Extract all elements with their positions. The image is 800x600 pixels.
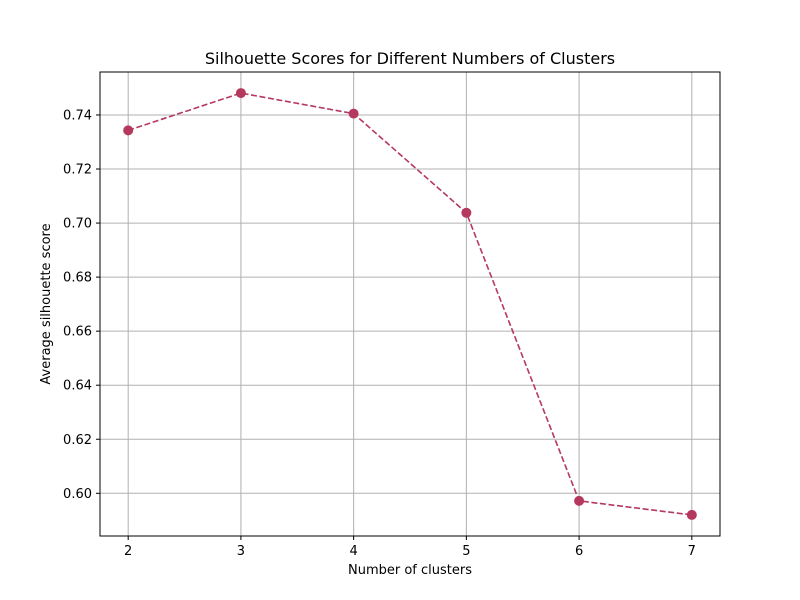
x-tick-label: 4	[349, 544, 357, 559]
plot-area-frame	[99, 71, 721, 537]
x-tick-label: 7	[688, 544, 696, 559]
y-axis-title: Average silhouette score	[39, 223, 54, 384]
grid-lines	[100, 72, 720, 536]
chart-title: Silhouette Scores for Different Numbers …	[205, 49, 615, 68]
y-tick-label: 0.66	[63, 325, 92, 340]
data-point-marker	[235, 88, 246, 99]
data-point-marker	[574, 495, 585, 506]
data-point-marker	[461, 207, 472, 218]
y-tick-label: 0.62	[63, 433, 92, 448]
y-tick-label: 0.70	[63, 217, 92, 232]
x-tick-label: 6	[575, 544, 583, 559]
data-point-marker	[348, 108, 359, 119]
y-tick-label: 0.72	[63, 163, 92, 178]
data-point-marker	[686, 509, 697, 520]
axis-ticks: 2 3 4 5 6 7 0.60 0.62 0.64 0.66 0.68 0.70 0.72 0.74	[63, 108, 696, 559]
x-tick-label: 3	[237, 544, 245, 559]
y-tick-label: 0.68	[63, 271, 92, 286]
y-tick-label: 0.64	[63, 379, 92, 394]
x-tick-label: 2	[124, 544, 132, 559]
y-tick-label: 0.60	[63, 487, 92, 502]
x-tick-label: 5	[462, 544, 470, 559]
data-point-marker	[123, 125, 134, 136]
x-axis-title: Number of clusters	[348, 563, 472, 578]
series-line	[127, 92, 692, 516]
y-tick-label: 0.74	[63, 108, 92, 123]
series-layer	[123, 88, 697, 520]
